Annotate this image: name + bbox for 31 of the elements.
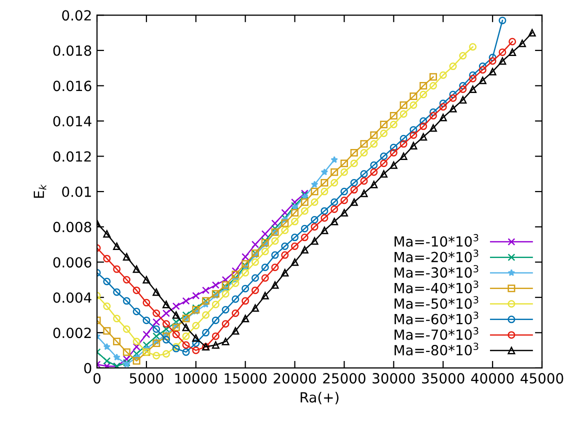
- x-tick-label: 35000: [422, 373, 464, 384]
- legend-label: Ma=-80*10$^{3}$: [394, 342, 478, 356]
- legend-label: Ma=-70*10$^{3}$: [394, 327, 478, 340]
- y-tick-label: 0.002: [53, 328, 91, 338]
- y-tick-label: 0.018: [53, 45, 92, 56]
- y-tick-label: 0.01: [62, 186, 91, 198]
- x-tick-label: 45000: [520, 373, 564, 384]
- legend-label: Ma=-40*10$^{3}$: [394, 280, 478, 294]
- x-tick-label: 10000: [175, 373, 218, 384]
- y-tick-label: 0.012: [53, 151, 91, 162]
- y-tick-label: 0.014: [53, 116, 92, 126]
- x-tick-label: 0: [94, 373, 101, 384]
- legend-label: Ma=-20*10$^{3}$: [394, 250, 478, 262]
- y-tick-label: 0.004: [53, 292, 92, 303]
- y-axis-title: E$_{k}$: [34, 184, 46, 198]
- legend-label: Ma=-30*10$^{3}$: [394, 265, 478, 278]
- x-tick-label: 20000: [274, 373, 316, 384]
- x-axis-title: Ra(+): [300, 392, 338, 404]
- legend-label: Ma=-60*10$^{3}$: [394, 312, 478, 324]
- y-tick-label: 0.016: [53, 80, 92, 92]
- x-tick-label: 40000: [471, 373, 514, 384]
- y-tick-label: 0.006: [53, 257, 92, 268]
- legend-label: Ma=-10*10$^{3}$: [394, 234, 478, 247]
- y-tick-label: 0: [84, 362, 92, 374]
- x-tick-label: 30000: [372, 373, 415, 384]
- x-tick-label: 15000: [224, 373, 267, 384]
- legend-label: Ma=-50*10$^{3}$: [394, 296, 478, 309]
- y-tick-label: 0.008: [53, 222, 92, 232]
- x-tick-label: 25000: [323, 373, 366, 384]
- x-tick-label: 5000: [130, 373, 164, 384]
- y-tick-label: 0.02: [62, 10, 91, 21]
